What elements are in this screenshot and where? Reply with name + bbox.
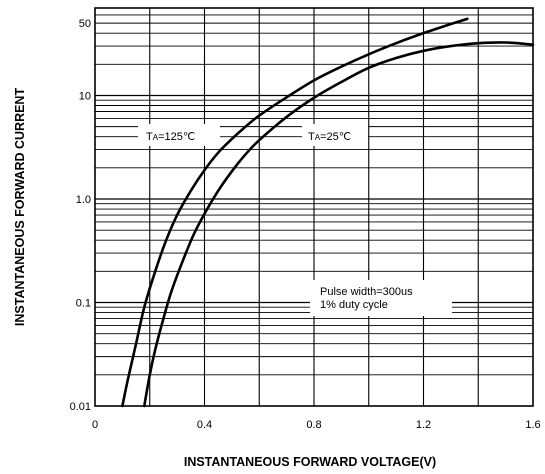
y-axis-label: INSTANTANEOUS FORWARD CURRENT <box>13 88 27 327</box>
label-backgrounds <box>138 124 452 316</box>
y-tick-label: 0.1 <box>76 297 91 309</box>
grid-lines <box>95 8 533 406</box>
x-tick-label: 1.2 <box>416 419 431 431</box>
x-tick-label: 0.8 <box>306 419 321 431</box>
curves <box>121 17 535 408</box>
series-line-ta25 <box>142 41 535 408</box>
x-tick-label: 1.6 <box>525 419 540 431</box>
tick-labels: 0 0.4 0.8 1.2 1.6 0.01 0.1 1.0 10 50 <box>70 18 541 431</box>
annotation-ta125: TA=125℃ <box>146 131 195 143</box>
annotation-pulse-width: Pulse width=300us <box>320 286 413 298</box>
plot-frame <box>94 7 534 407</box>
x-axis-label: INSTANTANEOUS FORWARD VOLTAGE(V) <box>184 455 436 469</box>
y-tick-label: 1.0 <box>76 194 91 206</box>
x-tick-label: 0.4 <box>197 419 212 431</box>
y-tick-label: 10 <box>79 90 91 102</box>
annotation-duty-cycle: 1% duty cycle <box>320 299 388 311</box>
annotation-ta25: TA=25℃ <box>308 131 351 143</box>
y-tick-label: 50 <box>79 18 91 30</box>
x-tick-label: 0 <box>92 419 98 431</box>
series-line-ta125 <box>121 17 469 408</box>
y-tick-label: 0.01 <box>70 401 91 413</box>
